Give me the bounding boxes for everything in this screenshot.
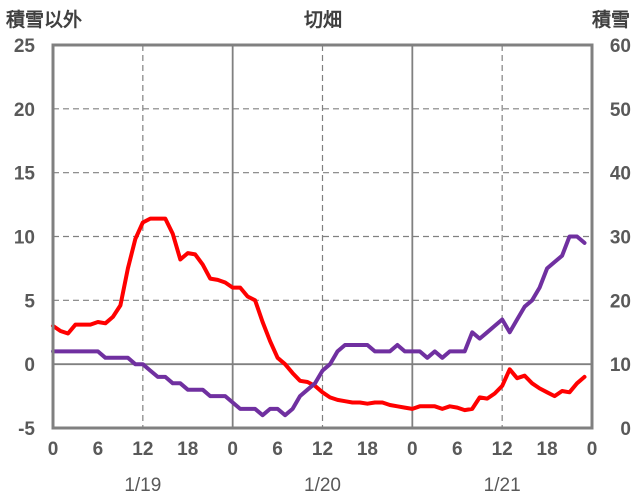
left-axis-title: 積雪以外: [6, 8, 82, 31]
date-label: 1/21: [484, 475, 521, 496]
right-tick-label: 30: [610, 228, 631, 249]
left-tick-label: 20: [14, 100, 35, 121]
plot-area-border: [51, 43, 594, 430]
x-tick-label: 0: [48, 439, 59, 460]
right-tick-label: 40: [610, 164, 631, 185]
x-tick-label: 0: [227, 439, 238, 460]
right-tick-label: 50: [610, 100, 631, 121]
left-tick-label: -5: [18, 419, 35, 440]
x-tick-label: 0: [407, 439, 418, 460]
gridlines: [53, 45, 592, 428]
right-tick-label: 10: [610, 355, 631, 376]
left-tick-label: 25: [14, 36, 36, 57]
x-tick-label: 6: [452, 439, 463, 460]
date-label: 1/20: [304, 475, 341, 496]
left-tick-label: 5: [24, 291, 35, 312]
temperature-line: [51, 216, 587, 413]
x-tick-label: 6: [93, 439, 104, 460]
x-tick-label: 0: [587, 439, 598, 460]
right-tick-label: 60: [610, 36, 631, 57]
series-lines: [51, 216, 587, 418]
snow-depth-line: [51, 234, 587, 418]
x-tick-label: 12: [312, 439, 333, 460]
chart-title: 切畑: [304, 9, 342, 31]
x-tick-label: 6: [272, 439, 283, 460]
x-tick-label: 18: [177, 439, 198, 460]
right-tick-label: 0: [620, 419, 631, 440]
left-tick-label: 10: [14, 228, 35, 249]
left-tick-label: 0: [24, 355, 35, 376]
date-label: 1/19: [124, 475, 161, 496]
x-tick-label: 18: [357, 439, 378, 460]
x-tick-label: 18: [537, 439, 558, 460]
right-axis-title: 積雪: [592, 8, 630, 31]
x-tick-label: 12: [132, 439, 153, 460]
left-tick-label: 15: [14, 164, 36, 185]
right-tick-label: 20: [610, 291, 631, 312]
x-tick-label: 12: [492, 439, 513, 460]
